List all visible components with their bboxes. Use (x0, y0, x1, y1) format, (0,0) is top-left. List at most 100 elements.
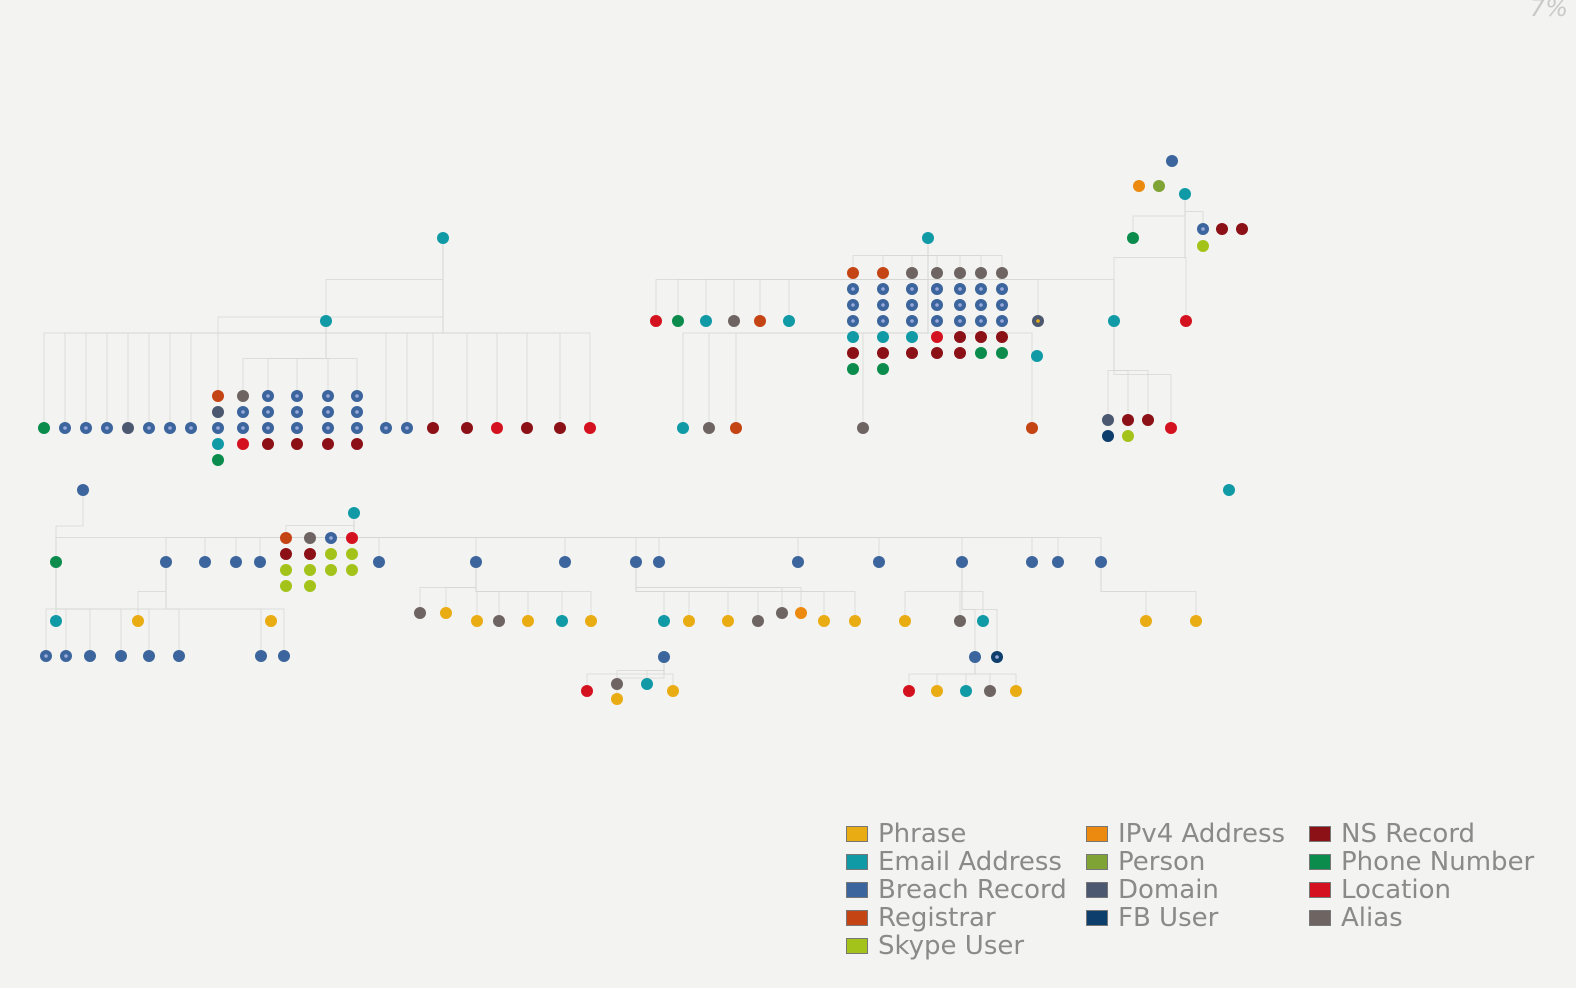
graph-node-breach[interactable] (1026, 556, 1038, 568)
graph-node-phone[interactable] (212, 454, 224, 466)
graph-node-phrase[interactable] (683, 615, 695, 627)
graph-node-nsrecord[interactable] (1216, 223, 1228, 235)
graph-node-email[interactable] (1108, 315, 1120, 327)
graph-node-breach[interactable] (559, 556, 571, 568)
graph-node-alias[interactable] (237, 390, 249, 402)
graph-node-alias[interactable] (611, 678, 623, 690)
graph-node-skype[interactable] (304, 580, 316, 592)
graph-node-breach[interactable] (1166, 155, 1178, 167)
graph-node-phone[interactable] (38, 422, 50, 434)
graph-node-phone[interactable] (847, 363, 859, 375)
graph-node-location[interactable] (581, 685, 593, 697)
graph-node-email[interactable] (212, 438, 224, 450)
graph-node-breach[interactable] (956, 556, 968, 568)
graph-node-breach[interactable] (199, 556, 211, 568)
graph-node-email[interactable] (641, 678, 653, 690)
graph-node-email[interactable] (783, 315, 795, 327)
graph-node-email[interactable] (977, 615, 989, 627)
graph-node-email[interactable] (556, 615, 568, 627)
graph-node-nsrecord[interactable] (521, 422, 533, 434)
graph-node-skype[interactable] (304, 564, 316, 576)
graph-node-email[interactable] (922, 232, 934, 244)
graph-node-nsrecord[interactable] (291, 438, 303, 450)
graph-node-domain[interactable] (122, 422, 134, 434)
graph-node-skype[interactable] (280, 564, 292, 576)
graph-node-phrase[interactable] (899, 615, 911, 627)
graph-node-email[interactable] (906, 331, 918, 343)
graph-node-phone[interactable] (996, 347, 1008, 359)
graph-node-alias[interactable] (304, 532, 316, 544)
graph-node-email[interactable] (1179, 188, 1191, 200)
graph-node-skype[interactable] (1197, 240, 1209, 252)
graph-node-phone[interactable] (877, 363, 889, 375)
graph-node-breach[interactable] (792, 556, 804, 568)
graph-node-skype[interactable] (325, 548, 337, 560)
graph-node-email[interactable] (700, 315, 712, 327)
graph-node-fbuser[interactable] (1102, 430, 1114, 442)
graph-node-phrase[interactable] (471, 615, 483, 627)
graph-node-nsrecord[interactable] (322, 438, 334, 450)
graph-node-breach[interactable] (1052, 556, 1064, 568)
graph-node-breach[interactable] (84, 650, 96, 662)
graph-node-breach[interactable] (230, 556, 242, 568)
graph-node-nsrecord[interactable] (351, 438, 363, 450)
graph-node-email[interactable] (50, 615, 62, 627)
graph-node-breach[interactable] (255, 650, 267, 662)
graph-node-nsrecord[interactable] (954, 347, 966, 359)
graph-node-breach[interactable] (77, 484, 89, 496)
graph-node-location[interactable] (903, 685, 915, 697)
graph-node-skype[interactable] (346, 564, 358, 576)
graph-node-skype[interactable] (346, 548, 358, 560)
graph-node-location[interactable] (1180, 315, 1192, 327)
graph-node-nsrecord[interactable] (975, 331, 987, 343)
graph-node-phrase[interactable] (931, 685, 943, 697)
graph-node-alias[interactable] (776, 607, 788, 619)
graph-node-email[interactable] (677, 422, 689, 434)
graph-node-phrase[interactable] (1190, 615, 1202, 627)
graph-node-email[interactable] (960, 685, 972, 697)
graph-node-alias[interactable] (906, 267, 918, 279)
graph-node-ipv4[interactable] (1133, 180, 1145, 192)
graph-node-alias[interactable] (493, 615, 505, 627)
graph-node-location[interactable] (237, 438, 249, 450)
graph-node-nsrecord[interactable] (1122, 414, 1134, 426)
graph-node-alias[interactable] (996, 267, 1008, 279)
graph-nodes[interactable] (38, 155, 1248, 705)
graph-node-breach[interactable] (873, 556, 885, 568)
graph-node-phrase[interactable] (585, 615, 597, 627)
graph-node-breach[interactable] (173, 650, 185, 662)
graph-node-email[interactable] (658, 615, 670, 627)
graph-node-person[interactable] (1153, 180, 1165, 192)
graph-node-alias[interactable] (414, 607, 426, 619)
graph-node-phrase[interactable] (722, 615, 734, 627)
graph-node-nsrecord[interactable] (262, 438, 274, 450)
graph-node-phrase[interactable] (522, 615, 534, 627)
graph-node-email[interactable] (877, 331, 889, 343)
graph-node-domain[interactable] (1102, 414, 1114, 426)
graph-node-alias[interactable] (931, 267, 943, 279)
graph-node-phone[interactable] (50, 556, 62, 568)
graph-node-alias[interactable] (703, 422, 715, 434)
graph-node-email[interactable] (320, 315, 332, 327)
graph-node-breach[interactable] (160, 556, 172, 568)
graph-node-nsrecord[interactable] (954, 331, 966, 343)
graph-node-breach[interactable] (1095, 556, 1107, 568)
graph-node-alias[interactable] (728, 315, 740, 327)
graph-node-email[interactable] (437, 232, 449, 244)
graph-node-location[interactable] (1165, 422, 1177, 434)
graph-node-phrase[interactable] (849, 615, 861, 627)
graph-node-phrase[interactable] (667, 685, 679, 697)
graph-node-nsrecord[interactable] (280, 548, 292, 560)
graph-node-phrase[interactable] (132, 615, 144, 627)
graph-node-email[interactable] (1031, 350, 1043, 362)
graph-node-nsrecord[interactable] (1236, 223, 1248, 235)
graph-node-registrar[interactable] (730, 422, 742, 434)
graph-node-breach[interactable] (969, 651, 981, 663)
graph-node-breach[interactable] (630, 556, 642, 568)
graph-node-ipv4[interactable] (795, 607, 807, 619)
graph-node-registrar[interactable] (280, 532, 292, 544)
graph-node-location[interactable] (650, 315, 662, 327)
graph-node-skype[interactable] (325, 564, 337, 576)
graph-node-skype[interactable] (280, 580, 292, 592)
graph-node-nsrecord[interactable] (1142, 414, 1154, 426)
